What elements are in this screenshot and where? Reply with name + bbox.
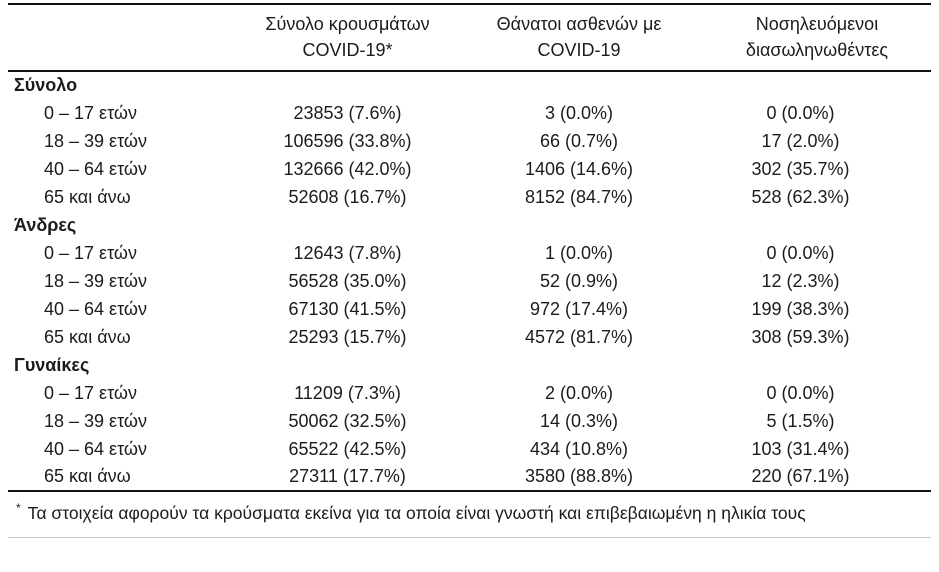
header-deaths-line1: Θάνατοι ασθενών με: [496, 14, 662, 34]
intubated-value: 308 (59.3%): [751, 326, 850, 347]
table-row: 18 – 39 ετών 56528 (35.0%) 52 (0.9%) 12 …: [8, 267, 931, 295]
cases-value: 25293 (15.7%): [288, 326, 407, 347]
age-label: 40 – 64 ετών: [44, 158, 147, 179]
deaths-value: 1 (0.0%): [544, 242, 614, 263]
deaths-value: 14 (0.3%): [539, 410, 619, 431]
deaths-value: 2 (0.0%): [544, 382, 614, 403]
deaths-value: 434 (10.8%): [529, 438, 629, 459]
age-label: 65 και άνω: [44, 186, 131, 207]
cases-value: 12643 (7.8%): [293, 242, 402, 263]
cases-value: 23853 (7.6%): [293, 102, 402, 123]
cases-value: 67130 (41.5%): [288, 298, 407, 319]
deaths-value: 3 (0.0%): [544, 102, 614, 123]
age-label: 40 – 64 ετών: [44, 438, 147, 459]
table-row: 65 και άνω 27311 (17.7%) 3580 (88.8%) 22…: [8, 463, 931, 492]
section-header-total: Σύνολο: [8, 71, 931, 99]
intubated-value: 0 (0.0%): [766, 242, 835, 263]
cases-value: 52608 (16.7%): [288, 186, 407, 207]
header-total-cases-line1: Σύνολο κρουσμάτων: [265, 14, 430, 34]
table-row: 65 και άνω 52608 (16.7%) 8152 (84.7%) 52…: [8, 183, 931, 211]
header-intubated: Νοσηλευόμενοι διασωληνωθέντες: [703, 4, 931, 72]
table-row: 40 – 64 ετών 67130 (41.5%) 972 (17.4%) 1…: [8, 295, 931, 323]
header-deaths: Θάνατοι ασθενών με COVID-19: [455, 4, 703, 72]
section-label-total: Σύνολο: [14, 75, 78, 95]
age-label: 18 – 39 ετών: [44, 270, 147, 291]
age-label: 0 – 17 ετών: [44, 242, 137, 263]
table-row: 0 – 17 ετών 11209 (7.3%) 2 (0.0%) 0 (0.0…: [8, 379, 931, 407]
cases-value: 106596 (33.8%): [283, 130, 412, 151]
table-row: 65 και άνω 25293 (15.7%) 4572 (81.7%) 30…: [8, 323, 931, 351]
age-label: 0 – 17 ετών: [44, 382, 137, 403]
intubated-value: 12 (2.3%): [761, 270, 840, 291]
intubated-value: 17 (2.0%): [761, 130, 840, 151]
intubated-value: 302 (35.7%): [751, 158, 850, 179]
intubated-value: 220 (67.1%): [703, 463, 931, 492]
section-label-women: Γυναίκες: [14, 354, 90, 375]
section-header-men: Άνδρες: [8, 211, 931, 239]
age-label: 65 και άνω: [8, 463, 240, 492]
footnote: * Τα στοιχεία αφορούν τα κρούσματα εκείνα…: [8, 492, 931, 525]
deaths-value: 52 (0.9%): [539, 270, 619, 291]
deaths-value: 8152 (84.7%): [524, 186, 634, 207]
cases-value: 56528 (35.0%): [288, 270, 407, 291]
footnote-text: Τα στοιχεία αφορούν τα κρούσματα εκείνα …: [27, 502, 806, 523]
table-row: 40 – 64 ετών 132666 (42.0%) 1406 (14.6%)…: [8, 155, 931, 183]
age-label: 18 – 39 ετών: [44, 130, 147, 151]
intubated-value: 0 (0.0%): [766, 102, 835, 123]
age-label: 40 – 64 ετών: [44, 298, 147, 319]
section-header-women: Γυναίκες: [8, 351, 931, 379]
header-empty-cell: [8, 4, 240, 72]
table-row: 40 – 64 ετών 65522 (42.5%) 434 (10.8%) 1…: [8, 435, 931, 463]
deaths-value: 3580 (88.8%): [455, 463, 703, 492]
covid-age-distribution-table: Σύνολο κρουσμάτων COVID-19* Θάνατοι ασθε…: [8, 3, 931, 492]
intubated-value: 199 (38.3%): [751, 298, 850, 319]
table-row: 18 – 39 ετών 50062 (32.5%) 14 (0.3%) 5 (…: [8, 407, 931, 435]
cases-value: 132666 (42.0%): [283, 158, 412, 179]
section-label-men: Άνδρες: [14, 214, 77, 235]
header-total-cases-line2: COVID-19*: [302, 40, 393, 60]
table-row: 0 – 17 ετών 23853 (7.6%) 3 (0.0%) 0 (0.0…: [8, 99, 931, 127]
deaths-value: 972 (17.4%): [529, 298, 629, 319]
table-row: 0 – 17 ετών 12643 (7.8%) 1 (0.0%) 0 (0.0…: [8, 239, 931, 267]
intubated-value: 103 (31.4%): [751, 438, 850, 459]
table-row: 18 – 39 ετών 106596 (33.8%) 66 (0.7%) 17…: [8, 127, 931, 155]
intubated-value: 5 (1.5%): [766, 410, 835, 431]
intubated-value: 0 (0.0%): [766, 382, 835, 403]
header-row: Σύνολο κρουσμάτων COVID-19* Θάνατοι ασθε…: [8, 4, 931, 72]
cases-value: 50062 (32.5%): [288, 410, 407, 431]
age-label: 65 και άνω: [44, 326, 131, 347]
cases-value: 11209 (7.3%): [294, 382, 401, 403]
header-total-cases: Σύνολο κρουσμάτων COVID-19*: [240, 4, 455, 72]
header-intubated-line1: Νοσηλευόμενοι: [755, 14, 879, 34]
age-label: 0 – 17 ετών: [44, 102, 137, 123]
header-deaths-line2: COVID-19: [537, 40, 621, 60]
age-label: 18 – 39 ετών: [44, 410, 147, 431]
deaths-value: 66 (0.7%): [539, 130, 619, 151]
page-bottom-rule: [8, 536, 931, 538]
deaths-value: 1406 (14.6%): [524, 158, 634, 179]
report-page: Σύνολο κρουσμάτων COVID-19* Θάνατοι ασθε…: [8, 3, 931, 538]
cases-value: 27311 (17.7%): [240, 463, 455, 492]
header-intubated-line2: διασωληνωθέντες: [745, 40, 889, 60]
deaths-value: 4572 (81.7%): [524, 326, 634, 347]
footnote-asterisk: *: [16, 501, 21, 515]
cases-value: 65522 (42.5%): [288, 438, 407, 459]
intubated-value: 528 (62.3%): [751, 186, 850, 207]
